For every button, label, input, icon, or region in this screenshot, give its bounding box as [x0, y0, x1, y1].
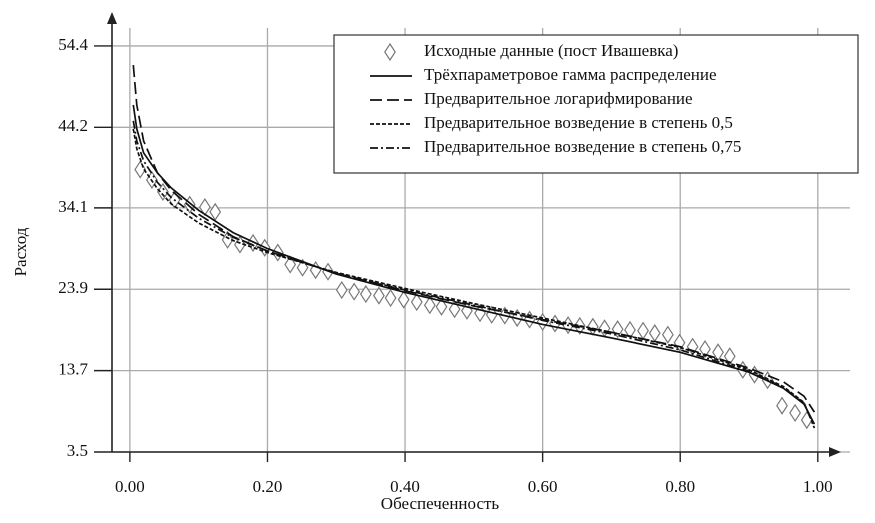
y-axis-arrow	[107, 12, 117, 24]
x-tick-label: 0.20	[253, 477, 283, 496]
y-tick-label: 3.5	[67, 441, 88, 460]
x-tick-label: 0.80	[665, 477, 695, 496]
y-tick-label: 13.7	[58, 360, 88, 379]
legend-label: Предварительное возведение в степень 0,7…	[424, 137, 741, 156]
legend-label: Исходные данные (пост Ивашевка)	[424, 41, 678, 60]
data-point	[384, 288, 397, 308]
data-point	[359, 284, 372, 304]
data-point	[637, 321, 649, 340]
legend-label: Трёхпараметровое гамма распределение	[424, 65, 717, 84]
data-point	[800, 410, 813, 430]
legend-label: Предварительное логарифмирование	[424, 89, 693, 108]
data-point	[296, 258, 309, 277]
y-tick-label: 34.1	[58, 197, 88, 216]
data-point	[723, 347, 736, 366]
y-tick-label: 44.2	[58, 116, 88, 135]
data-point	[423, 296, 436, 315]
data-point	[776, 396, 788, 415]
data-point	[284, 255, 297, 274]
y-tick-label: 54.4	[58, 35, 88, 54]
data-point	[611, 320, 624, 339]
data-point	[397, 290, 410, 309]
data-point	[335, 280, 348, 300]
data-point	[712, 343, 724, 362]
series-line	[132, 120, 816, 427]
data-point	[209, 202, 222, 221]
data-point	[789, 403, 802, 423]
y-axis-label: Расход	[11, 227, 30, 276]
x-tick-label: 1.00	[803, 477, 833, 496]
data-point	[348, 282, 361, 301]
x-axis-label: Обеспеченность	[381, 494, 500, 513]
data-point	[648, 324, 661, 343]
x-tick-label: 0.00	[115, 477, 145, 496]
legend: Исходные данные (пост Ивашевка) Трёхпарам…	[333, 34, 859, 174]
data-point	[586, 317, 599, 336]
legend-box	[333, 34, 859, 174]
series-line	[132, 65, 816, 413]
x-axis-arrow	[829, 447, 841, 457]
data-point	[435, 297, 448, 316]
x-tick-label: 0.60	[528, 477, 558, 496]
data-point	[523, 310, 536, 329]
legend-marker	[384, 42, 396, 62]
data-point	[699, 339, 711, 359]
data-point	[372, 286, 385, 305]
x-tick-label: 0.40	[390, 477, 420, 496]
data-point	[661, 325, 674, 344]
data-point	[410, 292, 423, 312]
y-tick-label: 23.9	[58, 278, 88, 297]
data-point	[156, 182, 169, 202]
legend-label: Предварительное возведение в степень 0,5	[424, 113, 733, 132]
series-line	[132, 128, 816, 429]
data-point	[221, 230, 234, 249]
